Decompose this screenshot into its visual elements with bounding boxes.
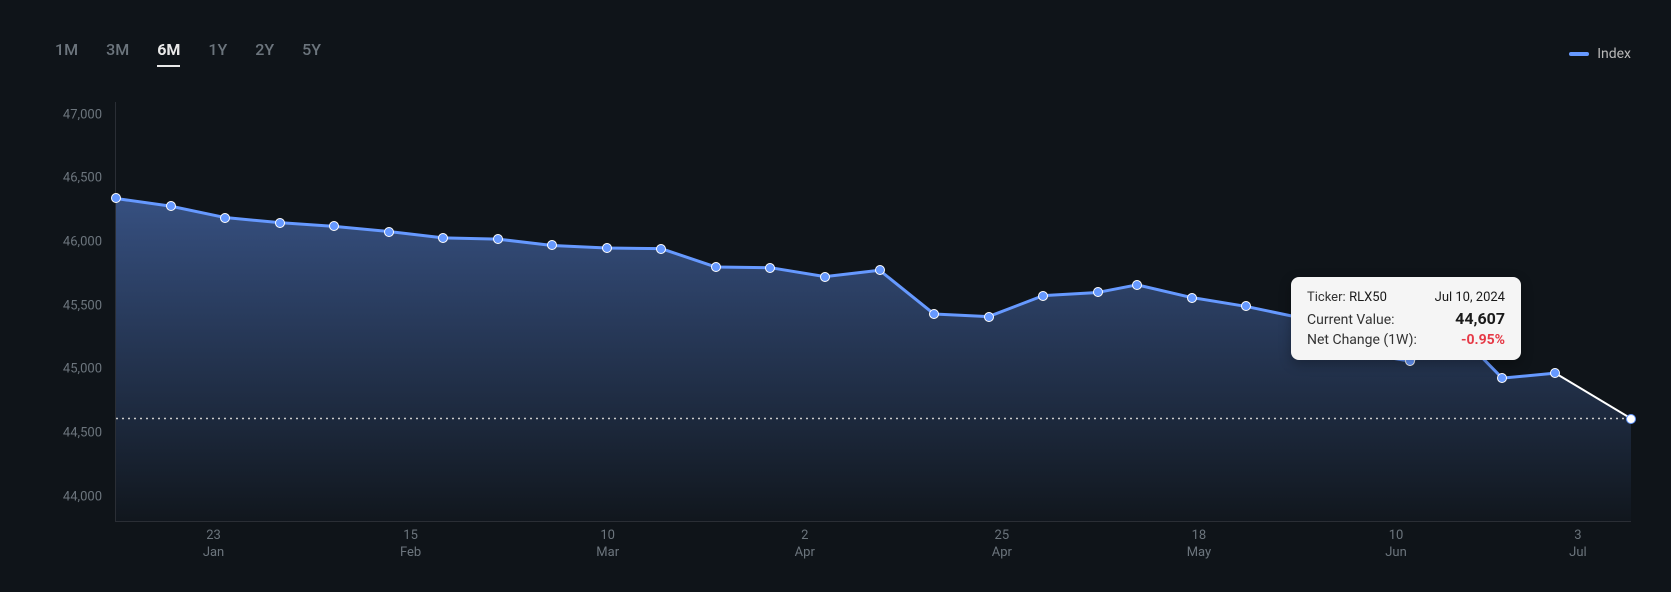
- data-point[interactable]: [166, 201, 176, 211]
- data-point[interactable]: [1187, 293, 1197, 303]
- data-point[interactable]: [875, 265, 885, 275]
- y-tick: 46,000: [63, 234, 102, 249]
- tab-2y[interactable]: 2Y: [255, 40, 274, 67]
- range-tabs: 1M 3M 6M 1Y 2Y 5Y: [55, 40, 321, 67]
- x-tick: 10Jun: [1385, 528, 1407, 562]
- tooltip-current-value: 44,607: [1455, 309, 1505, 328]
- y-tick: 44,000: [63, 489, 102, 504]
- data-point[interactable]: [820, 272, 830, 282]
- chart-area: 47,000 46,500 46,000 45,500 45,000 44,500 44,0…: [55, 102, 1631, 562]
- data-point[interactable]: [384, 227, 394, 237]
- data-point[interactable]: [984, 312, 994, 322]
- data-point[interactable]: [220, 213, 230, 223]
- y-tick: 45,000: [63, 362, 102, 377]
- tooltip: Ticker: RLX50 Jul 10, 2024 Current Value…: [1291, 277, 1521, 360]
- x-tick: 15Feb: [400, 528, 421, 562]
- x-axis: 23Jan 15Feb 10Mar 2Apr 25Apr 18May 10Jun 3Jul: [115, 522, 1631, 562]
- chart-header: 1M 3M 6M 1Y 2Y 5Y Index: [55, 40, 1631, 67]
- tab-1m[interactable]: 1M: [55, 40, 78, 67]
- x-tick: 25Apr: [992, 528, 1012, 562]
- y-tick: 45,500: [63, 298, 102, 313]
- legend: Index: [1569, 46, 1631, 62]
- x-tick: 10Mar: [596, 528, 619, 562]
- data-point[interactable]: [711, 262, 721, 272]
- tooltip-change-value: -0.95%: [1461, 332, 1505, 348]
- data-point[interactable]: [1626, 414, 1636, 424]
- y-tick: 47,000: [63, 107, 102, 122]
- data-point[interactable]: [602, 243, 612, 253]
- tab-5y[interactable]: 5Y: [302, 40, 321, 67]
- data-point[interactable]: [1038, 291, 1048, 301]
- data-point[interactable]: [1132, 280, 1142, 290]
- tab-1y[interactable]: 1Y: [208, 40, 227, 67]
- tab-3m[interactable]: 3M: [106, 40, 129, 67]
- x-tick: 18May: [1187, 528, 1211, 562]
- x-tick: 2Apr: [795, 528, 815, 562]
- x-tick: 23Jan: [203, 528, 224, 562]
- tooltip-ticker-label: Ticker: RLX50: [1307, 289, 1387, 305]
- data-point[interactable]: [275, 218, 285, 228]
- tab-6m[interactable]: 6M: [157, 40, 180, 67]
- y-tick: 46,500: [63, 171, 102, 186]
- tooltip-current-label: Current Value:: [1307, 312, 1395, 328]
- y-axis: 47,000 46,500 46,000 45,500 45,000 44,500 44,0…: [55, 102, 110, 522]
- legend-swatch: [1569, 52, 1589, 56]
- y-tick: 44,500: [63, 425, 102, 440]
- legend-label: Index: [1597, 46, 1631, 62]
- tooltip-change-label: Net Change (1W):: [1307, 332, 1417, 348]
- x-tick: 3Jul: [1569, 528, 1587, 562]
- data-point[interactable]: [493, 234, 503, 244]
- tooltip-date: Jul 10, 2024: [1435, 290, 1505, 305]
